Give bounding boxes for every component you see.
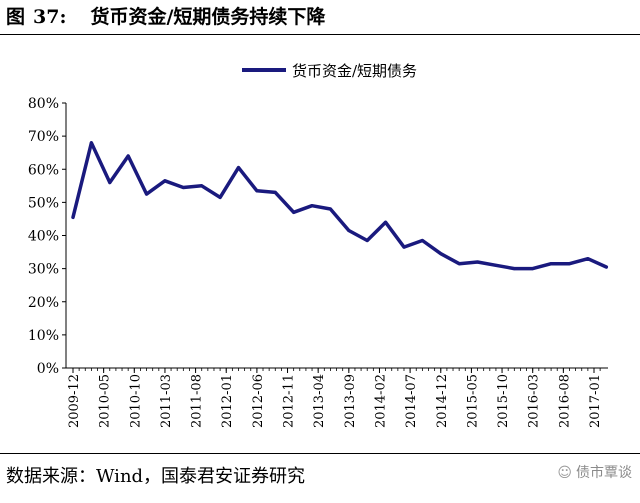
series-line: [71, 141, 609, 271]
y-tick-label: 0%: [37, 361, 59, 377]
data-point: [200, 184, 204, 188]
x-tick-label: 2014-07: [404, 374, 419, 428]
data-point: [236, 166, 240, 170]
data-point: [494, 263, 498, 267]
data-point: [218, 195, 222, 199]
data-point: [402, 245, 406, 249]
figure-title: 图 37: 货币资金/短期债务持续下降: [6, 4, 325, 30]
watermark: ☺ 债市覃谈: [557, 462, 632, 484]
x-tick-label: 2015-10: [496, 374, 511, 428]
data-point: [531, 267, 535, 271]
y-tick-label: 20%: [28, 295, 59, 311]
legend-label: 货币资金/短期债务: [292, 62, 417, 80]
title-rule: [0, 34, 640, 35]
data-point: [439, 252, 443, 256]
x-tick-label: 2016-08: [557, 374, 572, 428]
x-tick-label: 2010-05: [98, 374, 113, 428]
y-tick-label: 70%: [28, 129, 59, 145]
data-point: [145, 192, 149, 196]
data-point: [71, 215, 75, 219]
figure-title-text: 货币资金/短期债务持续下降: [90, 6, 326, 28]
x-tick-label: 2014-12: [435, 374, 450, 428]
footer-rule: [0, 453, 640, 454]
x-tick-label: 2012-06: [251, 374, 266, 428]
data-point: [273, 190, 277, 194]
data-point: [347, 229, 351, 233]
data-point: [457, 262, 461, 266]
x-tick-label: 2014-02: [373, 374, 388, 428]
y-tick-label: 50%: [28, 195, 59, 211]
y-tick-label: 60%: [28, 162, 59, 178]
data-point: [255, 189, 259, 193]
x-tick-label: 2010-10: [128, 374, 143, 428]
source-note: 数据来源：Wind，国泰君安证券研究: [6, 466, 306, 487]
watermark-text: 债市覃谈: [576, 465, 632, 481]
data-point: [586, 257, 590, 261]
y-tick-label: 10%: [28, 328, 59, 344]
data-point: [384, 220, 388, 224]
data-point: [476, 260, 480, 264]
data-point: [292, 210, 296, 214]
data-point: [163, 179, 167, 183]
x-tick-label: 2012-11: [282, 374, 297, 428]
data-point: [108, 181, 112, 184]
figure-label: 图: [6, 6, 26, 28]
x-tick-label: 2011-03: [159, 374, 174, 428]
wechat-icon: ☺: [557, 465, 572, 481]
x-tick-label: 2011-08: [190, 374, 205, 428]
data-point: [567, 262, 571, 266]
data-point: [310, 204, 314, 208]
line-chart: 0% 10% 20% 30% 40% 50% 60% 70% 80% 2009-12 2010-05…: [28, 62, 609, 428]
x-tick-label: 2009-12: [67, 374, 82, 428]
x-tick-label: 2016-03: [527, 374, 542, 428]
x-tick-label: 2015-05: [465, 374, 480, 428]
x-tick-label: 2013-04: [312, 374, 327, 428]
data-point: [181, 185, 185, 189]
x-tick-label: 2013-09: [343, 374, 358, 428]
data-point: [126, 154, 130, 158]
x-tick-label: 2012-01: [220, 374, 235, 428]
y-tick-label: 40%: [28, 229, 59, 245]
data-point: [89, 141, 93, 145]
y-tick-label: 30%: [28, 262, 59, 278]
data-point: [420, 238, 424, 242]
data-point: [549, 262, 553, 266]
data-point: [604, 265, 608, 269]
data-point: [512, 267, 516, 271]
x-tick-label: 2017-01: [588, 374, 603, 428]
y-tick-label: 80%: [28, 96, 59, 112]
data-point: [365, 238, 369, 242]
data-point: [328, 207, 332, 211]
figure-number: 37:: [33, 6, 67, 28]
